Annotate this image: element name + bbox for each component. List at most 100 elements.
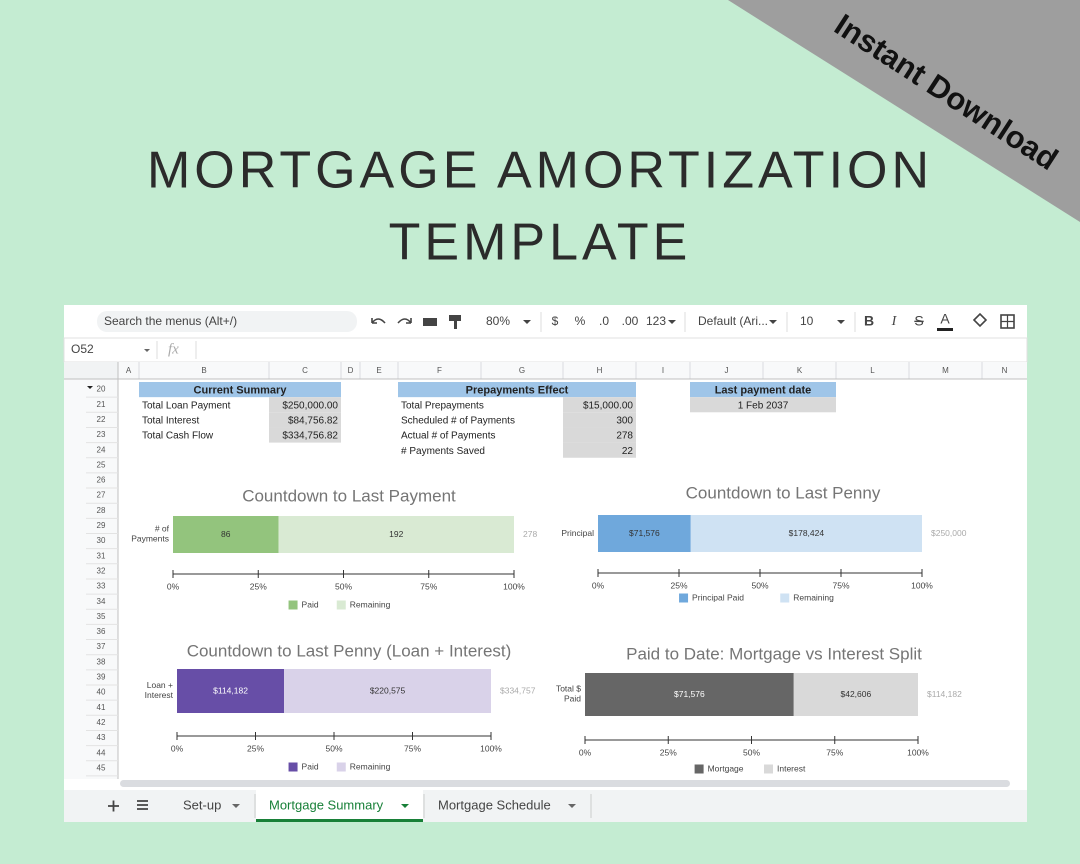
column-header[interactable]: G [519,366,525,375]
paint-format-icon[interactable] [454,321,457,329]
strike-button[interactable]: S [914,313,923,329]
format-button[interactable]: .0 [599,314,609,328]
row-header[interactable]: 29 [97,521,106,530]
column-header[interactable]: J [725,366,729,375]
sheets-menu-button[interactable] [137,800,148,810]
value-cell [269,397,341,413]
row-header[interactable]: 25 [97,460,106,469]
column-header[interactable]: H [597,366,603,375]
data-label: $42,606 [841,689,872,699]
table-header-cell [139,382,341,398]
x-tick-label: 0% [167,581,180,591]
sheet-tab-label[interactable]: Set-up [183,797,221,812]
row-header[interactable]: 44 [97,748,106,757]
row-header[interactable]: 38 [97,657,106,666]
column-header[interactable]: A [126,366,132,375]
table-header: Current Summary [194,384,288,396]
legend-swatch [336,762,346,772]
x-tick-label: 0% [579,747,592,757]
column-header[interactable]: D [348,366,354,375]
row-header[interactable]: 22 [97,415,106,424]
row-header[interactable]: 20 [97,385,106,394]
fill-color-icon[interactable] [972,312,988,328]
row-header[interactable]: 41 [97,703,106,712]
print-icon[interactable] [423,318,437,326]
row-header[interactable]: 45 [97,763,106,772]
format-button[interactable]: .00 [622,314,639,328]
font-family[interactable]: Default (Ari... [698,314,768,328]
chart: Paid to Date: Mortgage vs Interest Split… [556,644,962,774]
search-placeholder[interactable]: Search the menus (Alt+/) [104,314,237,328]
legend-label: Paid [302,599,319,609]
dropdown-arrow[interactable] [401,804,409,808]
row-header[interactable]: 28 [97,506,106,515]
zoom[interactable]: 80% [486,314,510,328]
total-label: $334,757 [500,685,536,695]
row-header[interactable]: 43 [97,733,106,742]
column-header[interactable]: E [376,366,381,375]
paint-format-icon[interactable] [449,315,461,321]
column-header[interactable]: L [870,366,875,375]
format-button[interactable]: 123 [646,314,666,328]
undo-icon[interactable] [371,318,386,324]
add-sheet-button[interactable] [108,800,119,812]
total-label: 278 [523,529,537,539]
dropdown-arrow[interactable] [769,320,777,324]
row-header[interactable]: 39 [97,673,106,682]
column-header[interactable]: I [662,366,664,375]
column-header[interactable]: N [1002,366,1008,375]
column-header[interactable]: C [302,366,308,375]
sheet-tab-label[interactable]: Mortgage Summary [269,797,384,812]
sheet-tab[interactable] [170,790,254,822]
bold-button[interactable]: B [864,313,874,329]
dropdown-arrow[interactable] [568,804,576,808]
dropdown-arrow[interactable] [232,804,240,808]
legend-label: Remaining [793,592,834,602]
row-header[interactable]: 26 [97,476,106,485]
row-header[interactable]: 27 [97,491,106,500]
category-label: # of Payments [131,524,169,544]
sheet-tab[interactable] [256,790,423,822]
legend-swatch [336,600,346,610]
row-header[interactable]: 42 [97,718,106,727]
font-size[interactable]: 10 [800,314,814,328]
row-header[interactable]: 32 [97,566,106,575]
italic-button[interactable]: I [891,314,898,329]
row-header[interactable]: 23 [97,430,106,439]
x-tick-label: 75% [404,743,421,753]
column-header[interactable]: F [437,366,442,375]
sheet-tab-label[interactable]: Mortgage Schedule [438,797,551,812]
sheet-tab[interactable] [425,790,590,822]
row-header[interactable]: 40 [97,688,106,697]
x-tick-label: 50% [751,580,768,590]
format-button[interactable]: $ [552,314,559,328]
row-header[interactable]: 30 [97,536,106,545]
column-header[interactable]: K [797,366,803,375]
row-header[interactable]: 36 [97,627,106,636]
text-color-button[interactable]: A [940,311,950,327]
column-header[interactable]: B [201,366,206,375]
row-header[interactable]: 24 [97,445,106,454]
dropdown-arrow[interactable] [668,320,676,324]
column-header[interactable]: M [942,366,949,375]
dropdown-arrow[interactable] [523,320,531,324]
value-cell [269,412,341,428]
row-value: 22 [622,446,634,457]
row-header[interactable]: 35 [97,612,106,621]
search-box[interactable] [97,311,357,332]
dropdown-arrow[interactable] [144,349,150,352]
name-box[interactable]: O52 [71,342,94,356]
row-header[interactable]: 33 [97,582,106,591]
row-header[interactable]: 34 [97,597,106,606]
dropdown-arrow[interactable] [837,320,845,324]
format-button[interactable]: % [575,314,586,328]
redo-icon[interactable] [397,318,412,324]
group-toggle[interactable] [87,386,93,389]
row-header[interactable]: 37 [97,642,106,651]
row-header[interactable]: 21 [97,400,106,409]
row-header[interactable]: 31 [97,551,106,560]
scrollbar[interactable] [120,780,1010,787]
table-header: Prepayments Effect [466,384,569,396]
active-tab-indicator [256,819,423,822]
